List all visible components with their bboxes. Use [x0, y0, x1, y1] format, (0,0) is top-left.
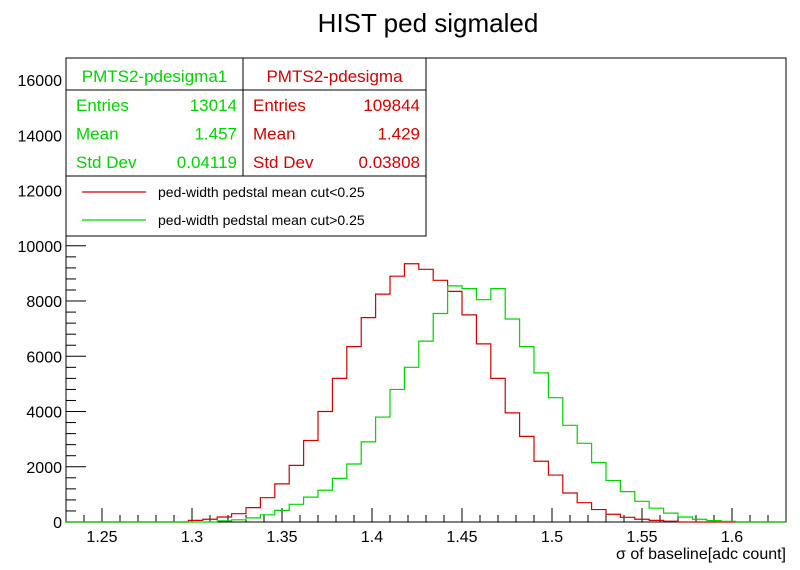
stats-value: 1.457: [194, 125, 237, 144]
stats-label: Mean: [253, 125, 296, 144]
stats-label: Entries: [76, 96, 129, 115]
legend-box: [65, 175, 427, 237]
stats-box-title: PMTS2-pdesigma1: [82, 67, 228, 86]
legend-label: ped-width pedstal mean cut<0.25: [158, 184, 365, 200]
stats-label: Std Dev: [253, 153, 314, 172]
y-tick-label: 10000: [18, 239, 63, 256]
x-tick-label: 1.55: [626, 529, 657, 546]
stats-box-title: PMTS2-pdesigma: [266, 67, 403, 86]
y-tick-label: 2000: [26, 460, 62, 477]
x-tick-label: 1.25: [86, 529, 117, 546]
y-tick-label: 16000: [18, 73, 63, 90]
x-tick-label: 1.5: [541, 529, 563, 546]
x-tick-label: 1.35: [266, 529, 297, 546]
legend-label: ped-width pedstal mean cut>0.25: [158, 212, 365, 228]
stats-label: Std Dev: [76, 153, 137, 172]
x-axis-label: σ of baseline[adc count]: [616, 546, 786, 563]
histogram-series-line: [66, 285, 786, 523]
x-tick-label: 1.6: [721, 529, 743, 546]
y-tick-label: 8000: [26, 294, 62, 311]
y-tick-label: 6000: [26, 349, 62, 366]
y-tick-label: 0: [53, 515, 62, 532]
y-tick-label: 4000: [26, 405, 62, 422]
stats-value: 1.429: [377, 125, 420, 144]
x-tick-label: 1.3: [181, 529, 203, 546]
stats-label: Entries: [253, 96, 306, 115]
y-tick-label: 14000: [18, 128, 63, 145]
y-tick-label: 12000: [18, 184, 63, 201]
chart-title: HIST ped sigmaled: [318, 8, 539, 38]
stats-label: Mean: [76, 125, 119, 144]
stats-value: 109844: [363, 96, 420, 115]
histogram-series-line: [66, 263, 786, 523]
x-tick-label: 1.4: [361, 529, 383, 546]
stats-value: 13014: [190, 96, 237, 115]
stats-value: 0.04119: [177, 153, 237, 172]
stats-value: 0.03808: [359, 153, 420, 172]
x-tick-label: 1.45: [446, 529, 477, 546]
stats-box: [242, 57, 427, 177]
